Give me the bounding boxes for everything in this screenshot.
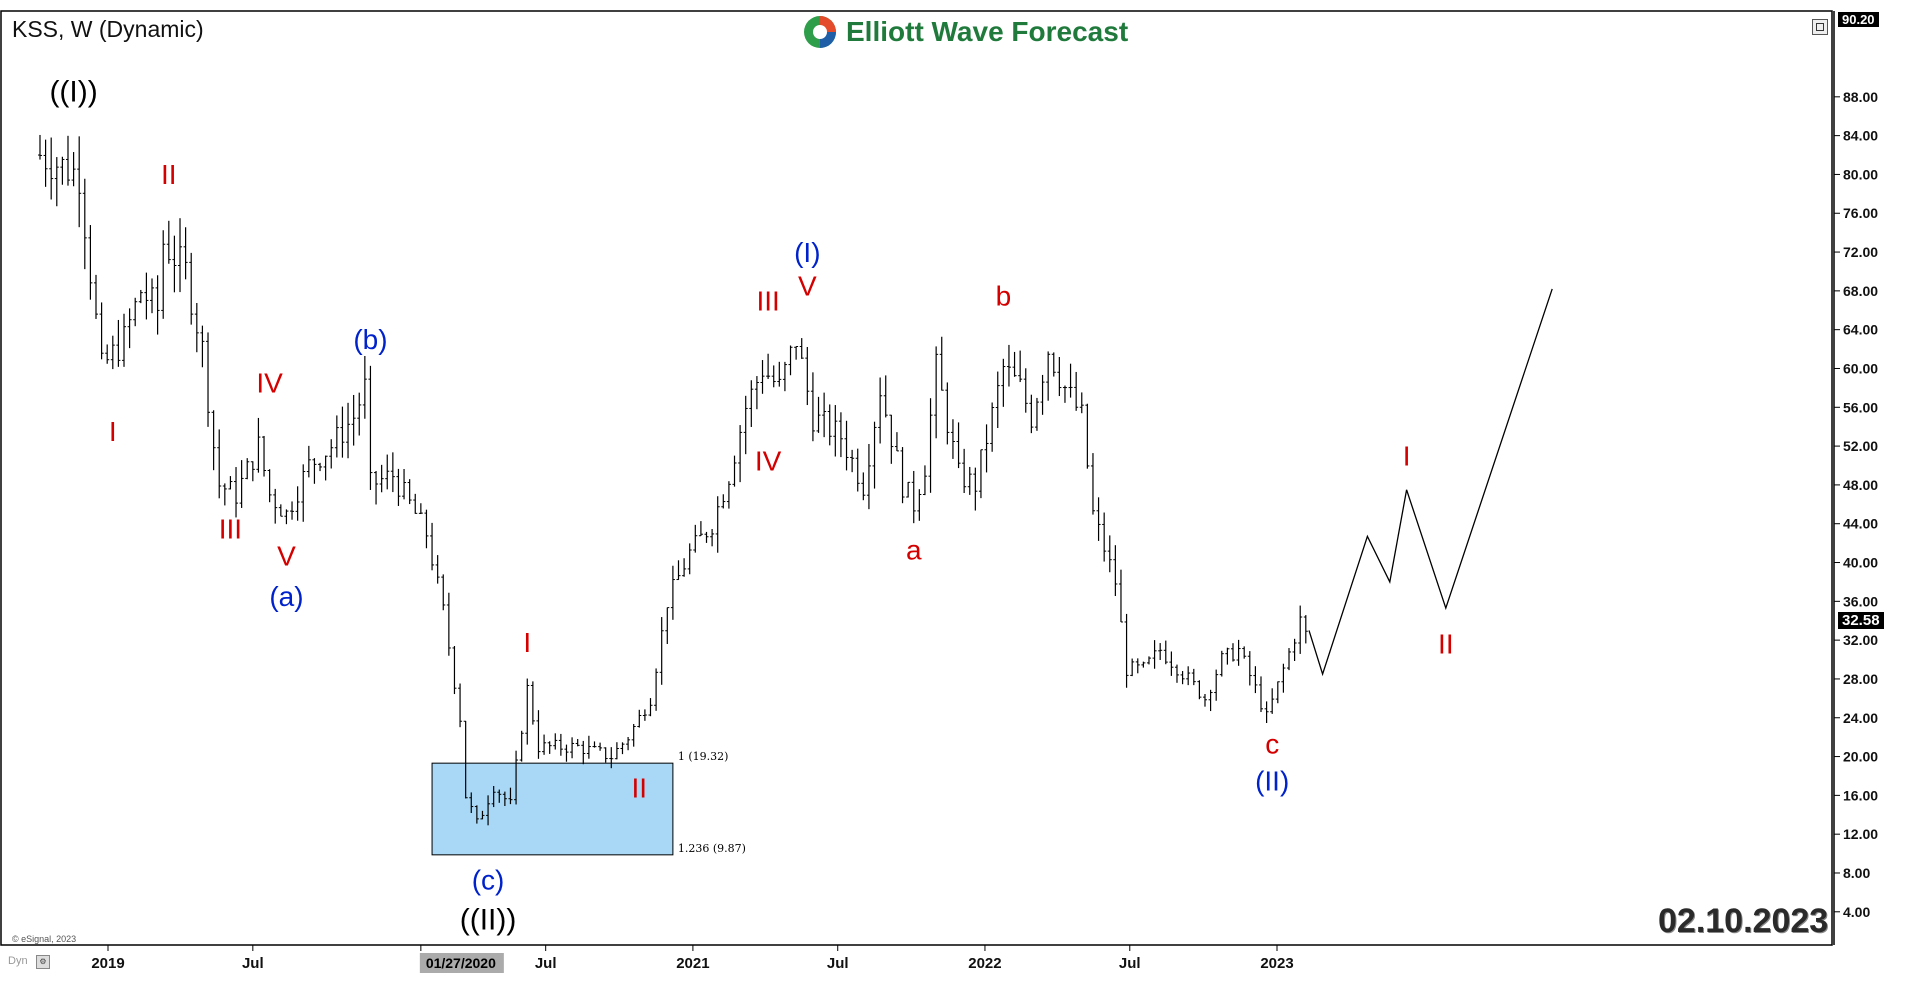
x-tick-label: 2021 — [676, 955, 709, 972]
wave-label: II — [632, 772, 648, 803]
wave-label: (c) — [472, 864, 505, 895]
wave-label: I — [109, 416, 117, 447]
y-tick-label: 44.00 — [1843, 516, 1878, 532]
y-tick-label: 52.00 — [1843, 438, 1878, 454]
y-tick-label: 36.00 — [1843, 593, 1878, 609]
wave-label: (a) — [269, 581, 303, 612]
y-tick-label: 32.00 — [1843, 632, 1878, 648]
wave-label: V — [798, 271, 817, 302]
logo-icon — [804, 16, 836, 48]
fib-target-zone — [431, 762, 674, 856]
wave-label: ((II)) — [460, 903, 517, 936]
y-tick-label: 20.00 — [1843, 749, 1878, 765]
plot-border — [0, 10, 1833, 946]
dyn-label: Dyn — [8, 955, 28, 967]
y-tick-label: 80.00 — [1843, 166, 1878, 182]
y-tick-label: 84.00 — [1843, 128, 1878, 144]
wave-label: III — [756, 285, 779, 316]
wave-label: (II) — [1255, 766, 1289, 797]
projection-path — [1308, 288, 1553, 677]
wave-label: b — [996, 280, 1012, 311]
date-stamp: 02.10.2023 — [1658, 902, 1829, 940]
y-tick-label: 48.00 — [1843, 477, 1878, 493]
y-tick-label: 12.00 — [1843, 826, 1878, 842]
wave-label: (I) — [794, 237, 820, 268]
x-axis: 2019 Jul 01/27/2020 Jul 2021 Jul 2022 Jul 2023 — [91, 945, 1294, 973]
y-tick-label: 76.00 — [1843, 205, 1878, 221]
y-tick-label: 24.00 — [1843, 710, 1878, 726]
wave-label: IV — [256, 368, 283, 399]
chart-title: KSS, W (Dynamic) — [12, 16, 204, 42]
wave-labels: ((I))IIIIIIIVV(a)(b)III(c)((II))IIIIVV(I… — [49, 76, 1453, 937]
y-tick-label: 64.00 — [1843, 322, 1878, 338]
wave-label: III — [219, 513, 242, 544]
wave-label: I — [523, 627, 531, 658]
wave-label: I — [1403, 441, 1411, 472]
x-tick-label: Jul — [1119, 955, 1141, 972]
x-cursor-box — [419, 953, 504, 973]
x-tick-label: 01/27/2020 — [426, 955, 496, 971]
y-tick-label: 56.00 — [1843, 399, 1878, 415]
wave-label: II — [1438, 629, 1454, 660]
y-axis: 4.00 8.00 12.00 16.00 20.00 24.00 28.00 32.00 36… — [1834, 89, 1878, 920]
x-tick-label: 2019 — [91, 955, 124, 972]
logo-text: Elliott Wave Forecast — [846, 16, 1129, 47]
settings-icon[interactable]: ⚙ — [36, 955, 50, 969]
x-tick-label: Jul — [535, 955, 557, 972]
wave-label: a — [906, 535, 922, 566]
copyright-text: © eSignal, 2023 — [12, 934, 77, 944]
wave-label: IV — [755, 445, 782, 476]
y-tick-label: 4.00 — [1843, 904, 1870, 920]
logo: Elliott Wave Forecast — [802, 12, 1128, 52]
fib-lower-label: 1.236 (9.87) — [678, 842, 746, 855]
y-tick-label: 8.00 — [1843, 865, 1870, 881]
wave-label: (b) — [353, 324, 387, 355]
y-tick-label: 88.00 — [1843, 89, 1878, 105]
x-tick-label: Jul — [242, 955, 264, 972]
y-tick-label: 60.00 — [1843, 360, 1878, 376]
wave-label: ((I)) — [49, 76, 97, 109]
wave-label: II — [161, 159, 177, 190]
wave-label: V — [277, 540, 296, 571]
y-tick-label: 28.00 — [1843, 671, 1878, 687]
ohlc-bars — [37, 134, 1308, 826]
y-tick-label: 40.00 — [1843, 555, 1878, 571]
restore-window-icon[interactable] — [1812, 19, 1828, 35]
top-price-label: 90.20 — [1838, 12, 1879, 27]
y-tick-label: 72.00 — [1843, 244, 1878, 260]
y-tick-label: 68.00 — [1843, 283, 1878, 299]
current-price-label: 32.58 — [1838, 612, 1884, 629]
x-tick-label: Jul — [827, 955, 849, 972]
wave-label: c — [1265, 729, 1279, 760]
x-tick-label: 2022 — [968, 955, 1001, 972]
fib-upper-label: 1 (19.32) — [678, 750, 729, 763]
y-tick-label: 16.00 — [1843, 787, 1878, 803]
x-tick-label: 2023 — [1260, 955, 1293, 972]
